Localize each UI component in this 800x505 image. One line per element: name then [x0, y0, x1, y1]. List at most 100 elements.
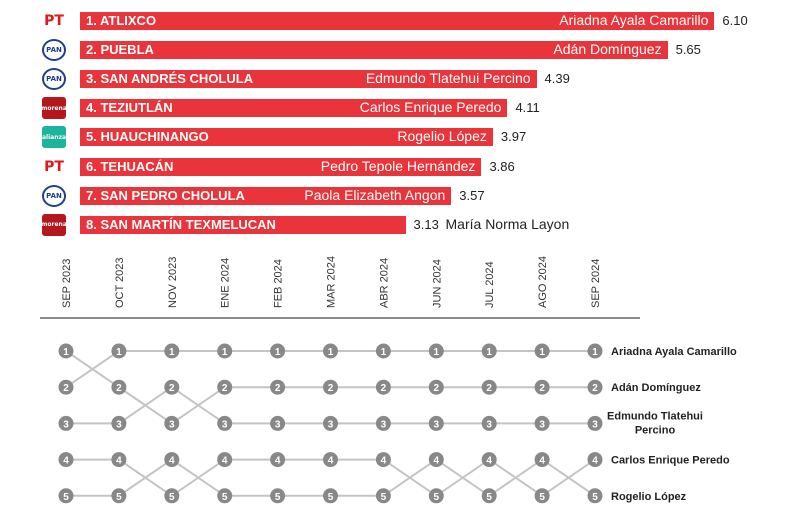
x-tick-label: MAR 2024: [326, 256, 338, 308]
rank-node: 4: [481, 452, 497, 468]
svg-text:3: 3: [486, 419, 492, 430]
rank-node: 5: [217, 488, 233, 504]
series-end-label: Rogelio López: [611, 491, 687, 503]
x-tick-label: ABR 2024: [378, 258, 390, 308]
x-tick-label: SEP 2023: [61, 259, 73, 308]
rank-node: 3: [323, 415, 338, 431]
svg-text:2: 2: [328, 383, 334, 394]
candidate-label: Rogelio López: [397, 128, 487, 145]
svg-text:1: 1: [381, 347, 387, 358]
bar: [80, 186, 452, 205]
candidate-label: Ariadna Ayala Camarillo: [559, 12, 709, 28]
rank-node: 3: [217, 415, 233, 431]
svg-text:1: 1: [275, 347, 281, 358]
rank-node: 5: [481, 488, 497, 504]
svg-text:1: 1: [328, 347, 334, 358]
rank-node: 5: [534, 488, 550, 504]
svg-text:4: 4: [486, 456, 492, 467]
rank-node: 3: [270, 415, 286, 431]
rank-node: 2: [58, 379, 74, 395]
rank-node: 4: [111, 452, 127, 468]
svg-text:1: 1: [222, 347, 228, 358]
x-tick-label: FEB 2024: [273, 259, 285, 308]
rank-node: 2: [481, 379, 497, 395]
rank-node: 4: [428, 452, 444, 468]
value-label: 4.39: [544, 71, 570, 87]
svg-text:4: 4: [275, 456, 281, 467]
rank-node: 3: [111, 415, 127, 431]
series-end-label: Carlos Enrique Peredo: [611, 455, 730, 467]
x-tick-label: SEP 2024: [590, 259, 602, 308]
svg-text:3: 3: [275, 419, 281, 430]
bar-row: morena 8. SAN MARTÍN TEXMELUCAN 3.13 María …: [0, 213, 800, 236]
rank-node: 2: [164, 379, 180, 395]
svg-text:3: 3: [328, 419, 334, 430]
municipality-label: 6. TEHUACÁN: [86, 158, 174, 174]
rank-node: 4: [375, 452, 391, 468]
svg-text:4: 4: [116, 456, 122, 467]
rank-node: 5: [164, 488, 180, 504]
svg-text:5: 5: [63, 492, 69, 503]
svg-text:1: 1: [169, 347, 175, 358]
svg-text:2: 2: [434, 383, 440, 394]
rank-node: 3: [428, 415, 444, 431]
rank-node: 2: [111, 379, 127, 395]
svg-text:4: 4: [328, 456, 334, 467]
svg-text:3: 3: [63, 419, 69, 430]
municipality-label: 3. SAN ANDRÉS CHOLULA: [86, 71, 254, 87]
rank-node: 1: [428, 343, 444, 359]
value-label: 6.10: [722, 13, 748, 28]
rank-node: 2: [587, 379, 603, 395]
series-end-label: Adán Domínguez: [611, 382, 701, 394]
svg-text:5: 5: [381, 492, 387, 503]
party-logo-pan: PAN: [42, 39, 66, 62]
candidate-label: María Norma Layon: [445, 215, 570, 232]
x-tick-label: ENE 2024: [220, 258, 232, 308]
rank-node: 2: [375, 379, 391, 395]
value-label: 3.57: [459, 187, 485, 203]
value-label: 5.65: [675, 42, 701, 58]
svg-text:5: 5: [539, 492, 545, 503]
svg-text:5: 5: [434, 492, 440, 503]
svg-text:1: 1: [434, 347, 440, 358]
svg-text:3: 3: [434, 419, 440, 430]
party-logo-pt: PT: [42, 155, 66, 178]
svg-text:2: 2: [381, 383, 387, 394]
svg-text:3: 3: [222, 419, 228, 430]
rank-node: 1: [58, 343, 74, 359]
candidate-label: Pedro Tepole Hernández: [320, 157, 476, 174]
svg-text:5: 5: [328, 492, 334, 503]
party-logo-pan: PAN: [42, 184, 66, 207]
x-tick-label: OCT 2023: [114, 257, 126, 308]
value-label: 3.86: [489, 158, 515, 174]
bar: [80, 157, 482, 176]
svg-text:5: 5: [116, 492, 122, 503]
rank-node: 2: [323, 379, 338, 395]
svg-text:2: 2: [116, 383, 122, 394]
rank-node: 3: [164, 415, 180, 431]
rank-node: 1: [164, 343, 180, 359]
svg-text:2: 2: [222, 383, 228, 394]
bar-row: morena 4. TEZIUTLÁN 4.11 Carlos Enrique Per…: [0, 97, 800, 120]
bar-row: alianza 5. HUAUCHINANGO 3.97 Rogelio López: [0, 126, 800, 149]
x-tick-label: AGO 2024: [537, 256, 549, 308]
rank-node: 1: [534, 343, 550, 359]
party-logo-alianza: alianza: [42, 126, 66, 149]
svg-text:4: 4: [169, 456, 175, 467]
candidate-label: Edmundo Tlatehui Percino: [365, 70, 531, 87]
bar-row: PT 1. ATLIXCO 6.10 Ariadna Ayala Camarillo: [0, 10, 800, 32]
rank-node: 2: [428, 379, 444, 395]
svg-text:2: 2: [486, 383, 492, 394]
svg-text:1: 1: [592, 347, 598, 358]
rank-node: 4: [323, 452, 338, 468]
municipality-label: 8. SAN MARTÍN TEXMELUCAN: [86, 216, 276, 232]
svg-text:1: 1: [539, 347, 545, 358]
bar: [80, 215, 406, 234]
x-tick-label: NOV 2023: [167, 257, 179, 308]
rank-node: 1: [481, 343, 497, 359]
rank-node: 5: [428, 488, 444, 504]
rank-node: 1: [270, 343, 286, 359]
party-logo-morena: morena: [41, 213, 67, 236]
bar-row: PAN 2. PUEBLA 5.65 Adán Domínguez: [0, 39, 800, 62]
svg-text:3: 3: [169, 419, 175, 430]
